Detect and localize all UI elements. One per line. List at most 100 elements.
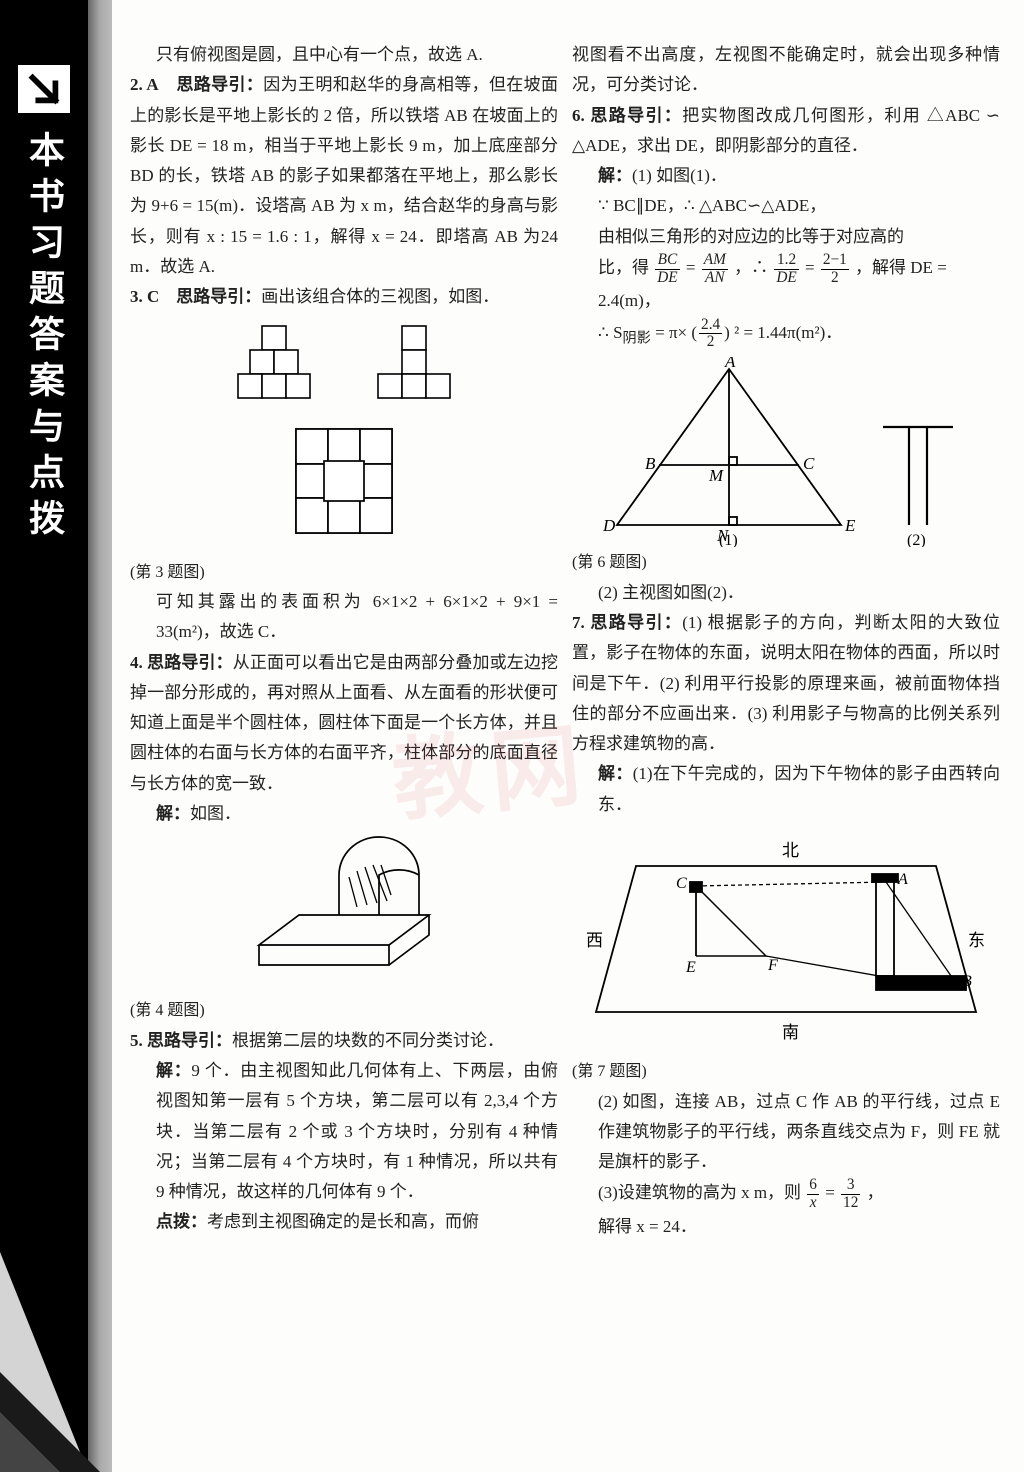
d: 2 [821, 270, 849, 287]
q7-sol1: 解：(1)在下午完成的，因为下午物体的影子由西转向东． [572, 759, 1000, 820]
dir-w: 西 [586, 931, 603, 950]
q3-body: 画出该组合体的三视图，如图． [261, 287, 499, 306]
item-2: 2. A 思路导引：因为王明和赵华的身高相等，但在坡面上的影长是平地上影长的 2… [130, 70, 558, 282]
n: 3 [841, 1177, 860, 1195]
d: DE [774, 270, 798, 287]
sol-label: 解： [156, 1061, 191, 1080]
hint-label: 思路导引： [176, 287, 261, 306]
figure-4 [130, 835, 558, 995]
d: 12 [841, 1195, 860, 1212]
fig4-caption: (第 4 题图) [130, 997, 558, 1025]
sol-label: 解： [156, 804, 190, 823]
q5-num: 5. [130, 1031, 143, 1050]
q6-line5: 2.4(m)， [572, 286, 1000, 316]
hint-label: 思路导引： [590, 106, 682, 125]
q4-num: 4. [130, 653, 143, 672]
fig3-view1 [214, 318, 334, 406]
fig3-caption: (第 3 题图) [130, 559, 558, 587]
q7-sol1t: (1)在下午完成的，因为下午物体的影子由西转向东． [598, 764, 1000, 813]
right-column: 视图看不出高度，左视图不能确定时，就会出现多种情况，可分类讨论． 6. 思路导引… [572, 40, 1000, 1442]
item-4: 4. 思路导引：从正面可以看出它是由两部分叠加或左边挖掉一部分形成的，再对照从上… [130, 648, 558, 799]
sol-label: 解： [598, 764, 633, 783]
para: 只有俯视图是圆，且中心有一个点，故选 A. [130, 40, 558, 70]
figure-3 [130, 318, 558, 557]
q6-line3: 由相似三角形的对应边的比等于对应高的 [572, 222, 1000, 252]
eq: = [805, 258, 819, 277]
q3-after: 可知其露出的表面积为 6×1×2 + 6×1×2 + 9×1 = 33(m²)，… [130, 587, 558, 648]
n: 2−1 [821, 252, 849, 270]
t: ，解得 DE = [855, 258, 947, 277]
q6-sol2: (2) 主视图如图(2)． [572, 578, 1000, 608]
q4-sol: 解：如图． [130, 799, 558, 829]
lC: C [676, 875, 687, 892]
fig6-triangle: A BC DE MN (1) [599, 357, 859, 547]
hint-label: 思路导引： [176, 75, 263, 94]
sidebar-arrow-box [18, 65, 70, 113]
t: (3)设建筑物的高为 x m，则 [598, 1184, 805, 1203]
d: 2 [699, 334, 722, 351]
q3-num: 3. C [130, 287, 159, 306]
eq: = [825, 1184, 839, 1203]
q5-body: 根据第二层的块数的不同分类讨论． [232, 1031, 504, 1050]
fig6-2-label: (2) [907, 532, 926, 547]
d: AN [702, 270, 728, 287]
para-cont: 视图看不出高度，左视图不能确定时，就会出现多种情况，可分类讨论． [572, 40, 1000, 101]
page: 本书习题答案与点拨 教网 只有俯视图是圆，且中心有一个点，故选 A. 2. A … [0, 0, 1024, 1472]
t: ² = 1.44π(m²)． [734, 323, 842, 342]
q6-sol1: 解：(1) 如图(1)． [572, 161, 1000, 191]
svg-text:A: A [724, 357, 736, 371]
q6-num: 6. [572, 106, 585, 125]
n: BC [655, 252, 679, 270]
fig7-projection: 北 南 西 东 C A B E F [586, 826, 986, 1046]
n: 1.2 [774, 252, 798, 270]
fig3-view2 [354, 318, 474, 406]
svg-text:C: C [803, 454, 815, 473]
q5-sol: 解：9 个．由主视图知此几何体有上、下两层，由俯视图知第一层有 5 个方块，第二… [130, 1056, 558, 1207]
fig3-view3 [274, 417, 414, 547]
d: x [807, 1195, 819, 1212]
q7-num: 7. [572, 613, 585, 632]
dir-s: 南 [782, 1023, 799, 1042]
fig6-1-label: (1) [719, 532, 738, 547]
t: ， [867, 1184, 884, 1203]
n: 2.4 [699, 317, 722, 335]
figure-7: 北 南 西 东 C A B E F [572, 826, 1000, 1056]
q7-sol4: 解得 x = 24． [572, 1212, 1000, 1242]
q2-body: 因为王明和赵华的身高相等，但在坡面上的影长是平地上影长的 2 倍，所以铁塔 AB… [130, 75, 558, 276]
figure-6: A BC DE MN (1) (2) [572, 357, 1000, 547]
n: 6 [807, 1177, 819, 1195]
hint-label: 思路导引： [147, 1031, 232, 1050]
item-3: 3. C 思路导引：画出该组合体的三视图，如图． [130, 282, 558, 312]
lB: B [962, 973, 972, 990]
hint-label: 思路导引： [590, 613, 682, 632]
left-column: 只有俯视图是圆，且中心有一个点，故选 A. 2. A 思路导引：因为王明和赵华的… [130, 40, 558, 1442]
q4-body: 从正面可以看出它是由两部分叠加或左边挖掉一部分形成的，再对照从上面看、从左面看的… [130, 653, 558, 793]
sub: 阴影 [623, 330, 651, 346]
q5-tip: 点拨：考虑到主视图确定的是长和高，而俯 [130, 1207, 558, 1237]
sidebar-title: 本书习题答案与点拨 [18, 131, 70, 545]
q5-sol-text: 9 个．由主视图知此几何体有上、下两层，由俯视图知第一层有 5 个方块，第二层可… [156, 1061, 558, 1201]
t: ，∴ [734, 258, 772, 277]
q7-sol2: (2) 如图，连接 AB，过点 C 作 AB 的平行线，过点 E 作建筑物影子的… [572, 1087, 1000, 1178]
svg-text:M: M [708, 466, 724, 485]
lF: F [767, 957, 778, 974]
item-7: 7. 思路导引：(1) 根据影子的方向，判断太阳的大致位置，影子在物体的东面，说… [572, 608, 1000, 759]
svg-text:D: D [602, 516, 616, 535]
svg-text:E: E [844, 516, 856, 535]
q6-line4: 比，得 BCDE = AMAN ，∴ 1.2DE = 2−12 ，解得 DE = [572, 252, 1000, 287]
fig4-solid [229, 835, 459, 985]
svg-text:B: B [645, 454, 656, 473]
t: = π× [655, 323, 687, 342]
sidebar: 本书习题答案与点拨 [0, 0, 88, 1472]
eq: = [686, 258, 700, 277]
sol-label: 解： [598, 166, 632, 185]
hint-label: 思路导引： [147, 653, 233, 672]
content-area: 教网 只有俯视图是圆，且中心有一个点，故选 A. 2. A 思路导引：因为王明和… [112, 0, 1024, 1472]
lE: E [685, 959, 696, 976]
dir-n: 北 [782, 841, 799, 860]
q7-sol3: (3)设建筑物的高为 x m，则 6x = 312 ， [572, 1177, 1000, 1212]
fig6-caption: (第 6 题图) [572, 549, 1000, 577]
fig6-view2: (2) [863, 357, 973, 547]
d: DE [655, 270, 679, 287]
q6-line6: ∴ S阴影 = π× (2.42) ² = 1.44π(m²)． [572, 317, 1000, 352]
